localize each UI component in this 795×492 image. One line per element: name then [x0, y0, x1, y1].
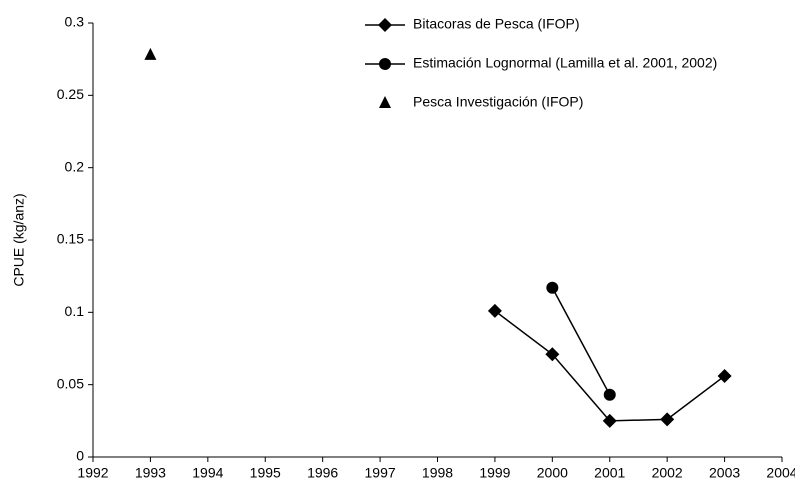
x-tick-label: 1996: [307, 465, 338, 481]
series-line: [551, 287, 611, 396]
circle-marker: [546, 281, 559, 294]
y-tick-label: 0.2: [65, 158, 85, 174]
x-tick-label: 2000: [537, 465, 568, 481]
x-tick-label: 1995: [250, 465, 281, 481]
series-line: [494, 310, 726, 422]
legend-marker: [379, 58, 391, 70]
x-tick-label: 2001: [594, 465, 625, 481]
triangle-marker: [144, 47, 157, 60]
y-tick-label: 0.05: [57, 375, 84, 391]
circle-marker: [603, 388, 616, 401]
y-tick-label: 0: [76, 448, 84, 464]
y-tick-label: 0.15: [57, 231, 84, 247]
diamond-marker: [487, 303, 502, 318]
x-tick-label: 1997: [365, 465, 396, 481]
y-tick-label: 0.3: [65, 14, 85, 30]
x-tick-label: 1993: [135, 465, 166, 481]
legend-marker: [378, 18, 392, 32]
legend-marker: [379, 96, 391, 108]
diamond-marker: [717, 368, 732, 383]
x-tick-label: 2004: [766, 465, 795, 481]
x-tick-label: 1992: [77, 465, 108, 481]
legend-label: Pesca Investigación (IFOP): [413, 94, 583, 110]
legend-label: Bitacoras de Pesca (IFOP): [413, 16, 580, 32]
diamond-marker: [545, 347, 560, 362]
y-tick-label: 0.1: [65, 303, 85, 319]
y-tick-label: 0.25: [57, 86, 84, 102]
x-tick-label: 1998: [422, 465, 453, 481]
legend-label: Estimación Lognormal (Lamilla et al. 200…: [413, 55, 717, 71]
x-tick-label: 2003: [709, 465, 740, 481]
x-tick-label: 1999: [479, 465, 510, 481]
diamond-marker: [660, 412, 675, 427]
x-tick-label: 2002: [652, 465, 683, 481]
diamond-marker: [602, 413, 617, 428]
y-axis-label: CPUE (kg/anz): [11, 193, 27, 286]
x-tick-label: 1994: [192, 465, 223, 481]
